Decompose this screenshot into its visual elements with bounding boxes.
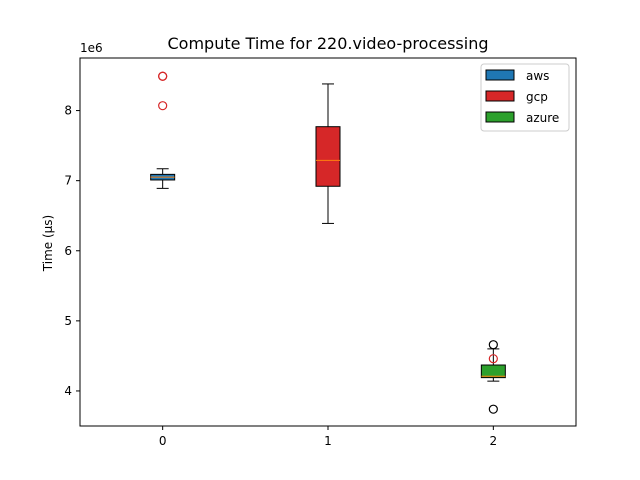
- box-body: [315, 126, 341, 187]
- legend-swatch: [485, 111, 515, 123]
- y-tick-label: 4: [64, 384, 72, 398]
- outlier-point: [488, 354, 498, 364]
- outlier-point: [158, 101, 168, 111]
- outlier-point: [488, 340, 498, 350]
- y-tick-label: 6: [64, 244, 72, 258]
- legend-swatch: [485, 69, 515, 81]
- chart-title: Compute Time for 220.video-processing: [168, 34, 489, 53]
- box-body: [480, 364, 506, 379]
- box-gcp: [315, 83, 341, 224]
- outlier-point: [158, 71, 168, 81]
- y-tick-label: 7: [64, 174, 72, 188]
- plot-area: 0 1 2 4 5 6 7 8: [64, 71, 506, 448]
- legend-label: gcp: [526, 90, 548, 104]
- legend-label: azure: [526, 111, 559, 125]
- plot-frame: [79, 57, 577, 427]
- outlier-point: [488, 404, 498, 414]
- y-axis-label: Time (μs): [41, 215, 55, 272]
- legend-swatch: [485, 90, 515, 102]
- legend: aws gcp azure: [480, 63, 570, 132]
- x-tick-label: 2: [490, 434, 498, 448]
- box-azure: [480, 340, 506, 414]
- y-tick-label: 5: [64, 314, 72, 328]
- box-aws: [150, 71, 176, 189]
- x-tick-label: 0: [159, 434, 167, 448]
- legend-label: aws: [526, 69, 549, 83]
- x-tick-label: 1: [324, 434, 332, 448]
- y-tick-label: 8: [64, 104, 72, 118]
- y-axis-scale-label: 1e6: [80, 41, 103, 55]
